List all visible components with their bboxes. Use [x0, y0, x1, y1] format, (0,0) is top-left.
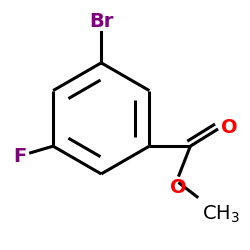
- Text: O: O: [170, 178, 187, 197]
- Text: CH$_3$: CH$_3$: [202, 204, 240, 225]
- Text: Br: Br: [89, 12, 114, 31]
- Text: O: O: [221, 118, 238, 137]
- Text: F: F: [14, 147, 27, 166]
